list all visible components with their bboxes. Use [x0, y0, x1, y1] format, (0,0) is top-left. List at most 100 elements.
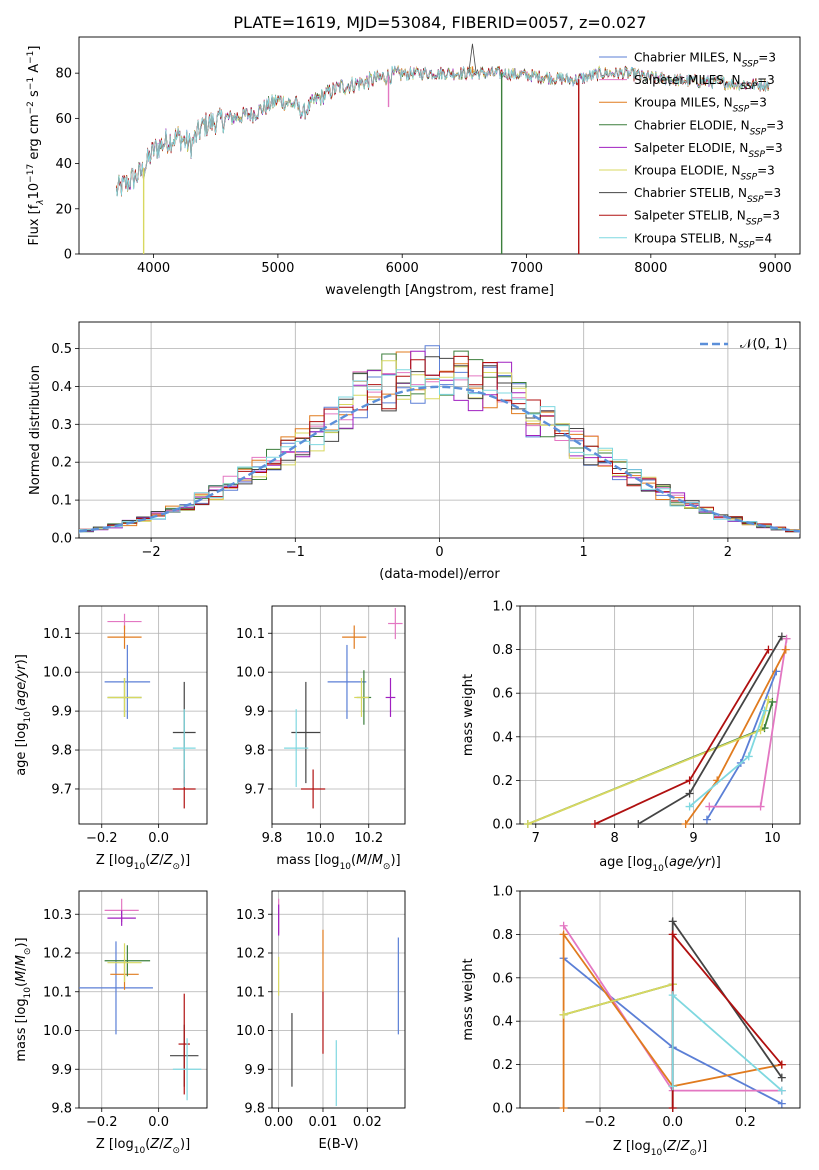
- axes-frame: 4000 5000 6000 7000 8000 9000 0 20 40 60 80: [55, 36, 801, 276]
- y-tick-label: 1.0: [492, 600, 513, 615]
- x-axis-label: wavelength [Angstrom, rest frame]: [325, 283, 554, 298]
- grid-lines: [520, 890, 800, 1109]
- x-tick-label: 0.00: [264, 1115, 293, 1130]
- spectrum-lines: [115, 43, 770, 254]
- axes-border: [519, 605, 801, 825]
- y-tick-label: 0.6: [492, 687, 513, 702]
- axes-border: [78, 890, 208, 1109]
- x-tick-label: −0.2: [584, 1115, 616, 1130]
- x-tick-label: 0.0: [662, 1115, 683, 1130]
- weight-point-marker: [777, 1099, 786, 1108]
- age-vs-metallicity-panel: −0.2 0.0 9.7 9.8 9.9 10.0 10.1 Z [log10(Z/Z⊙)] a…: [14, 605, 208, 872]
- y-tick-label: 10.2: [43, 947, 72, 962]
- weight-point-marker: [685, 802, 694, 811]
- weight-point-marker: [685, 789, 694, 798]
- y-tick-label: 0: [64, 248, 72, 263]
- y-tick-label: 10.1: [236, 627, 265, 642]
- y-axis-label: mass [log10(M/M⊙)]: [14, 937, 33, 1061]
- x-tick-label: 10: [764, 831, 781, 846]
- weight-point-marker: [668, 930, 677, 939]
- y-tick-label: 10.0: [43, 666, 72, 681]
- y-tick-label: 9.9: [244, 705, 265, 720]
- weight-series-line: [562, 931, 782, 1108]
- x-tick-label: 7000: [510, 261, 543, 276]
- legend-label: 𝒩(0, 1): [740, 337, 787, 352]
- weight-point-marker: [668, 1104, 677, 1112]
- y-tick-label: 0.4: [492, 730, 513, 745]
- legend-label: Kroupa STELIB, NSSP=4: [634, 231, 772, 250]
- y-tick-label: 80: [55, 67, 72, 82]
- x-tick-label: 0.01: [309, 1115, 338, 1130]
- x-tick-label: 9.8: [262, 831, 283, 846]
- weight-point-marker: [777, 632, 786, 641]
- weight-point-marker: [782, 634, 791, 643]
- x-tick-label: 0.0: [148, 831, 169, 846]
- axes-frame: 0.00 0.01 0.02 9.8 9.9 10.0 10.1 10.2 10.3: [236, 890, 406, 1130]
- y-tick-label: 20: [55, 202, 72, 217]
- weight-point-marker: [559, 1104, 568, 1112]
- y-tick-label: 9.7: [244, 782, 265, 797]
- weight-vs-age-panel: 7 8 9 10 0.0 0.2 0.4 0.6 0.8 1.0 age [log10(age/yr…: [461, 600, 801, 874]
- weight-point-marker: [764, 645, 773, 654]
- x-tick-label: 10.0: [306, 831, 335, 846]
- y-tick-label: 0.4: [51, 380, 72, 395]
- weight-point-marker: [523, 820, 532, 828]
- x-axis-label: mass [log10(M/M⊙)]: [276, 853, 400, 872]
- weight-point-marker: [681, 820, 690, 828]
- x-tick-label: 4000: [137, 261, 170, 276]
- weight-point-marker: [781, 645, 790, 654]
- x-axis-label: age [log10(age/yr)]: [599, 855, 721, 874]
- x-tick-label: 0: [435, 545, 443, 560]
- x-axis-label: (data-model)/error: [379, 567, 500, 582]
- error-bars: [79, 898, 202, 1101]
- legend: Chabrier MILES, NSSP=3 Salpeter MILES, NS…: [599, 51, 784, 250]
- weight-point-marker: [668, 991, 677, 1000]
- axes-border: [271, 890, 406, 1109]
- spectrum-peak: [468, 43, 477, 74]
- y-tick-label: 0.1: [51, 494, 72, 509]
- age-vs-mass-panel: 9.8 10.0 10.2 9.7 9.8 9.9 10.0 10.1 mass [log10(…: [236, 605, 406, 872]
- axes-frame: −0.2 0.0 0.2 0.0 0.2 0.4 0.6 0.8 1.0: [492, 885, 801, 1130]
- y-tick-label: 9.8: [244, 1102, 265, 1117]
- y-tick-label: 9.7: [51, 782, 72, 797]
- x-tick-label: 0.02: [353, 1115, 382, 1130]
- weight-point-marker: [668, 917, 677, 926]
- x-tick-label: 8000: [634, 261, 667, 276]
- legend-label: Kroupa MILES, NSSP=3: [634, 96, 767, 115]
- y-tick-label: 10.3: [43, 908, 72, 923]
- grid-lines: [79, 891, 207, 1109]
- x-tick-label: −2: [142, 545, 161, 560]
- x-tick-label: −0.2: [86, 831, 118, 846]
- y-tick-label: 9.8: [51, 1102, 72, 1117]
- weight-point-marker: [668, 1082, 677, 1091]
- grid-lines: [79, 606, 207, 824]
- axes-frame: −0.2 0.0 9.8 9.9 10.0 10.1 10.2 10.3: [43, 890, 208, 1130]
- axes-border: [78, 321, 801, 539]
- legend-label: Salpeter STELIB, NSSP=3: [634, 209, 780, 228]
- x-tick-label: 0.2: [735, 1115, 756, 1130]
- weight-point-marker: [705, 802, 714, 811]
- grid-lines: [520, 605, 800, 825]
- y-tick-label: 0.3: [51, 418, 72, 433]
- gaussian-curve: [79, 385, 800, 533]
- y-tick-label: 0.8: [492, 928, 513, 943]
- weight-point-marker: [590, 820, 599, 828]
- y-axis-label: age [log10(age/yr)]: [14, 654, 33, 776]
- x-tick-label: 8: [611, 831, 619, 846]
- y-tick-label: 10.0: [236, 1024, 265, 1039]
- y-tick-label: 10.2: [236, 947, 265, 962]
- y-tick-label: 9.9: [51, 1063, 72, 1078]
- y-axis-label: Flux [fλ10−17 erg cm−2 s−1 A−1]: [26, 46, 46, 246]
- legend-label: Chabrier MILES, NSSP=3: [634, 51, 776, 70]
- weight-point-marker: [744, 752, 753, 761]
- legend-label: Chabrier ELODIE, NSSP=3: [634, 118, 784, 137]
- x-tick-label: 5000: [261, 261, 294, 276]
- x-tick-label: 0.0: [148, 1115, 169, 1130]
- weight-point-marker: [685, 776, 694, 785]
- x-axis-label: Z [log10(Z/Z⊙)]: [613, 1139, 707, 1158]
- x-tick-label: 1: [580, 545, 588, 560]
- axes-border: [78, 605, 208, 825]
- spectrum-series-line: [115, 65, 770, 197]
- y-tick-label: 10.0: [236, 666, 265, 681]
- y-tick-label: 0.4: [492, 1015, 513, 1030]
